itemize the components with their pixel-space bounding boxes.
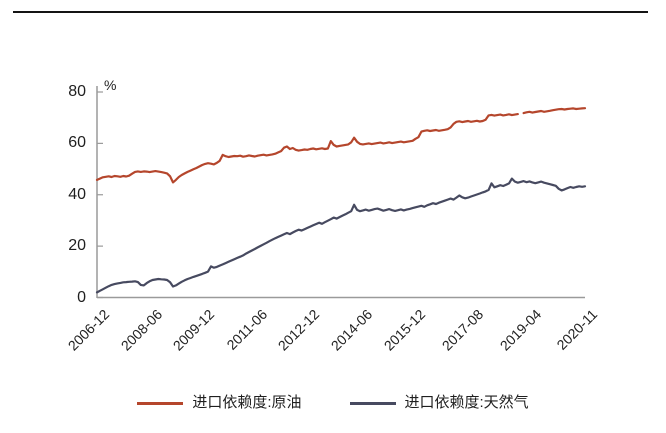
crude-oil-line (522, 107, 587, 115)
natural-gas-line-swatch (349, 401, 396, 405)
legend-label-natural-gas: 进口依赖度:天然气 (404, 394, 529, 411)
y-axis-tick-label: 80 (68, 83, 86, 100)
y-axis-tick-label: 60 (68, 134, 86, 152)
legend-item-crude-oil: 进口依赖度:原油 (137, 393, 302, 413)
y-axis-unit-label: % (104, 77, 117, 93)
legend-item-natural-gas: 进口依赖度:天然气 (349, 393, 529, 413)
legend: 进口依赖度:原油 进口依赖度:天然气 (0, 391, 666, 415)
crude-oil-line-swatch (137, 401, 184, 405)
natural-gas-line (95, 177, 587, 294)
legend-label-crude-oil: 进口依赖度:原油 (192, 394, 302, 411)
y-axis-tick-label: 20 (68, 237, 86, 255)
y-axis-tick-label: 40 (68, 185, 86, 203)
crude-oil-line (95, 112, 519, 184)
top-divider-rule (13, 11, 648, 13)
y-axis-tick-label: 0 (77, 288, 86, 306)
